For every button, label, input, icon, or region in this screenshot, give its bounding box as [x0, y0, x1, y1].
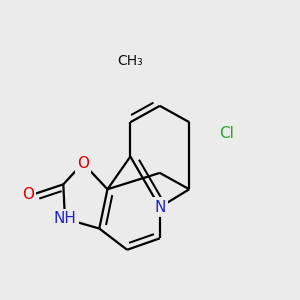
- Text: CH₃: CH₃: [118, 54, 143, 68]
- Text: O: O: [77, 156, 89, 171]
- Text: Cl: Cl: [219, 126, 234, 141]
- Text: N: N: [154, 200, 166, 215]
- Text: O: O: [22, 187, 34, 202]
- Text: NH: NH: [53, 211, 76, 226]
